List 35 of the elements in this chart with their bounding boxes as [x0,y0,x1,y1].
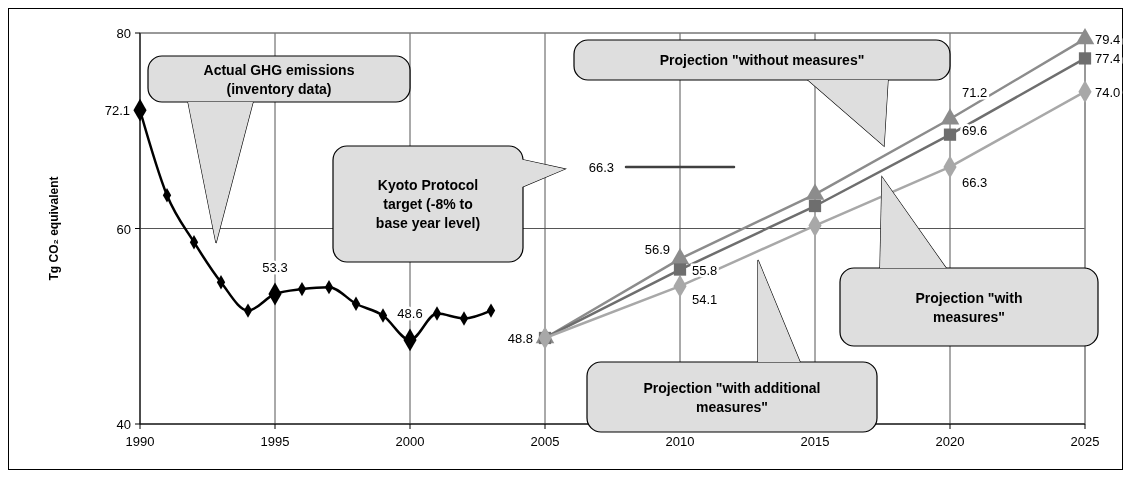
x-tick-label: 1990 [125,434,155,449]
data-label: 54.1 [692,292,718,308]
data-label: 48.8 [507,330,533,346]
y-tick-label: 60 [116,221,131,237]
annotation: Projection "without measures" [659,52,865,68]
y-tick-label: 80 [116,26,131,41]
data-label: 66.3 [588,159,614,175]
data-label: 66.3 [962,174,988,190]
x-tick-label: 2005 [530,434,560,449]
y-axis-title: Tg CO₂ equivalent [47,176,61,281]
x-tick-label: 2015 [800,434,830,449]
data-label: 55.8 [692,262,718,278]
y-tick-label: 40 [116,417,131,432]
data-label: 71.2 [962,85,988,101]
data-label: 48.6 [397,305,423,321]
point [1078,52,1092,65]
data-label: 79.4 [1095,31,1121,47]
data-label: 56.9 [644,241,670,257]
data-label: 69.6 [962,122,988,138]
annotation: Projection "with measures" [915,289,1023,325]
x-tick-label: 2000 [395,434,425,449]
point [808,199,822,213]
data-label: 77.4 [1095,51,1121,67]
x-tick-label: 1995 [260,434,290,449]
x-tick-label: 2025 [1070,434,1100,449]
x-tick-label: 2020 [935,434,965,449]
point [943,128,957,141]
data-label: 72.1 [104,103,130,119]
data-label: 53.3 [262,259,288,275]
x-tick-label: 2010 [665,434,695,449]
annotation: Actual GHG emissions (inventory data) [203,61,355,97]
annotation: Kyoto Protocol target (-8% to base year level) [375,177,481,231]
annotation: Projection "with additional measures" [643,379,821,415]
data-label: 74.0 [1095,84,1121,100]
point [673,263,687,276]
